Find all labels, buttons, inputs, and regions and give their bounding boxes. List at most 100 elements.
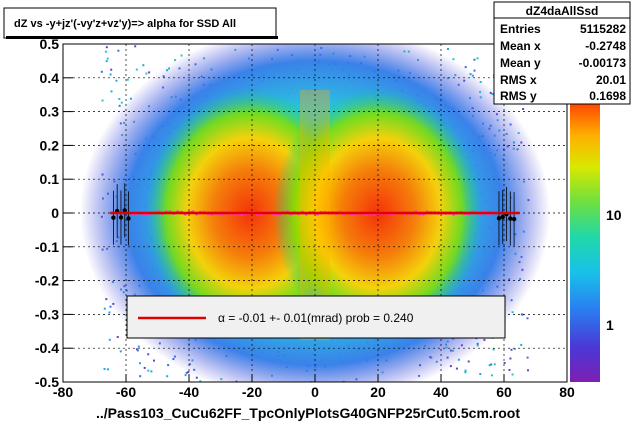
y-tick-label: 0.5 xyxy=(40,36,60,52)
heatmap-noise-cell xyxy=(115,79,118,82)
y-tick-label: -0.3 xyxy=(35,306,59,322)
heatmap-noise-cell xyxy=(479,373,482,375)
heatmap-noise-cell xyxy=(118,98,121,100)
heatmap-noise-cell xyxy=(108,311,111,314)
colorbar xyxy=(570,92,600,382)
stats-label-rms-y: RMS y xyxy=(500,89,537,103)
heatmap-noise-cell xyxy=(180,54,183,57)
stats-label-rms-x: RMS x xyxy=(500,73,537,87)
heatmap-noise-cell xyxy=(147,369,150,372)
chart-title: dZ vs -y+jz'(-vy'z+vz'y)=> alpha for SSD… xyxy=(14,18,236,30)
x-tick-label: -80 xyxy=(53,384,73,400)
heatmap-noise-cell xyxy=(110,68,113,71)
stats-value-mean-x: -0.2748 xyxy=(585,39,626,53)
y-tick-label: -0.2 xyxy=(35,273,59,289)
heatmap-noise-cell xyxy=(473,69,476,72)
heatmap-noise-cell xyxy=(490,363,493,366)
heatmap-noise-cell xyxy=(139,375,142,378)
heatmap-noise-cell xyxy=(135,68,138,71)
heatmap-noise-cell xyxy=(455,367,458,370)
heatmap-noise-cell xyxy=(467,360,470,363)
heatmap-noise-cell xyxy=(464,66,467,69)
heatmap-noise-cell xyxy=(145,72,148,75)
heatmap-noise-cell xyxy=(106,57,109,60)
heatmap-noise-cell xyxy=(464,369,467,372)
heatmap-noise-cell xyxy=(136,349,139,352)
x-axis: -80 -60 -40 -20 0 20 40 60 80 xyxy=(53,374,575,400)
x-tick-label: 60 xyxy=(496,384,512,400)
heatmap-noise-cell xyxy=(476,57,479,60)
heatmap-noise-cell xyxy=(493,363,496,366)
heatmap-noise-cell xyxy=(522,108,525,110)
heatmap-noise-cell xyxy=(195,376,198,379)
heatmap-noise-cell xyxy=(153,359,155,362)
y-tick-label: 0 xyxy=(51,205,59,221)
title-box: dZ vs -y+jz'(-vy'z+vz'y)=> alpha for SSD… xyxy=(3,7,278,39)
y-tick-label: 0.3 xyxy=(40,104,60,120)
heatmap-noise-cell xyxy=(105,46,108,49)
heatmap-noise-cell xyxy=(143,366,146,369)
heatmap-noise-cell xyxy=(527,369,529,372)
heatmap-noise-cell xyxy=(110,90,113,93)
y-tick-label: -0.1 xyxy=(35,239,59,255)
heatmap-noise-cell xyxy=(100,70,103,73)
heatmap-noise-cell xyxy=(116,336,119,338)
heatmap-noise-cell xyxy=(109,305,112,308)
heatmap-noise-cell xyxy=(174,59,177,62)
heatmap-noise-cell xyxy=(117,49,120,52)
heatmap-noise-cell xyxy=(447,48,449,50)
stats-label-entries: Entries xyxy=(500,22,541,36)
y-tick-label: -0.5 xyxy=(35,374,59,390)
x-tick-label: -40 xyxy=(179,384,199,400)
heatmap-noise-cell xyxy=(139,362,141,365)
fit-legend-text: α = -0.01 +- 0.01(mrad) prob = 0.240 xyxy=(218,311,414,325)
x-tick-label: 40 xyxy=(433,384,449,400)
x-tick-label: -60 xyxy=(116,384,136,400)
x-tick-label: -20 xyxy=(242,384,262,400)
stats-label-mean-x: Mean x xyxy=(500,39,541,53)
heatmap-noise-cell xyxy=(490,374,493,377)
heatmap-noise-cell xyxy=(492,348,495,351)
x-tick-label: 20 xyxy=(370,384,386,400)
heatmap-noise-cell xyxy=(119,350,122,353)
heatmap-noise-cell xyxy=(521,313,524,316)
heatmap-noise-cell xyxy=(199,380,202,382)
y-tick-label: 0.2 xyxy=(40,137,60,153)
stats-label-mean-y: Mean y xyxy=(500,56,541,70)
x-tick-label: 0 xyxy=(311,384,319,400)
heatmap-noise-cell xyxy=(526,356,529,359)
heatmap-noise-cell xyxy=(488,364,491,367)
stats-value-entries: 5115282 xyxy=(580,22,626,36)
heatmap-noise-cell xyxy=(509,357,512,360)
y-tick-label: 0.1 xyxy=(40,171,60,187)
heatmap-noise-cell xyxy=(103,307,106,310)
heatmap-noise-cell xyxy=(147,353,150,356)
heatmap-noise-cell xyxy=(520,343,523,346)
heatmap-noise-cell xyxy=(167,364,170,367)
colorbar-label-10: 10 xyxy=(606,207,622,223)
stats-value-mean-y: -0.00173 xyxy=(579,56,627,70)
fit-legend: α = -0.01 +- 0.01(mrad) prob = 0.240 xyxy=(126,295,506,339)
heatmap-noise-cell xyxy=(103,368,106,370)
heatmap-noise-cell xyxy=(106,368,109,371)
x-axis-title: ../Pass103_CuCu62FF_TpcOnlyPlotsG40GNFP2… xyxy=(96,405,520,421)
stats-value-rms-x: 20.01 xyxy=(596,73,626,87)
heatmap-noise-cell xyxy=(511,373,514,376)
y-tick-label: 0.4 xyxy=(40,70,60,86)
heatmap-noise-cell xyxy=(126,78,129,81)
y-tick-label: -0.4 xyxy=(35,340,59,356)
heatmap-noise-cell xyxy=(109,73,112,76)
heatmap-noise-cell xyxy=(104,50,107,53)
stats-value-rms-y: 0.1698 xyxy=(589,89,626,103)
heatmap-noise-cell xyxy=(150,370,153,373)
heatmap-noise-cell xyxy=(120,101,123,104)
heatmap-noise-cell xyxy=(135,348,138,351)
heatmap-noise-cell xyxy=(503,362,506,364)
stats-box: dZ4daAllSsd Entries 5115282 Mean x -0.27… xyxy=(493,1,631,105)
heatmap-noise-cell xyxy=(101,99,104,102)
heatmap-noise-cell xyxy=(105,60,108,63)
heatmap-noise-cell xyxy=(142,64,145,67)
heatmap-noise-cell xyxy=(510,348,513,351)
x-tick-label: 80 xyxy=(559,384,575,400)
